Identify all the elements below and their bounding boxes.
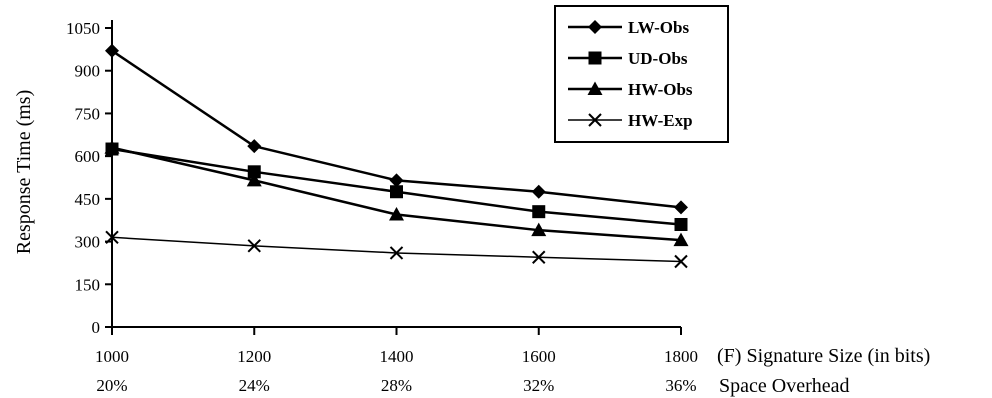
point-hw-exp-1800-stroke-b (674, 254, 688, 269)
point-ud-obs-1200 (247, 165, 261, 179)
point-hw-exp-1000 (105, 230, 119, 245)
point-hw-exp-1800 (674, 254, 688, 269)
y-tick-label-450: 450 (75, 190, 101, 209)
series-hw-obs (104, 140, 689, 247)
point-lw-obs-1000 (105, 43, 119, 58)
x-tick-label-1200: 1200 (237, 347, 271, 366)
point-hw-obs-1000 (104, 140, 120, 154)
legend-marker-hw-obs (587, 81, 603, 95)
y-tick-label-600: 600 (75, 147, 101, 166)
point-hw-exp-1600 (532, 250, 546, 264)
x-tick-label-1800: 1800 (664, 347, 698, 366)
point-lw-obs-1400 (389, 173, 404, 188)
series-line-hw-exp (111, 236, 682, 263)
x2-tick-label-1000: 20% (96, 376, 127, 395)
y-axis-title: Response Time (ms) (13, 90, 35, 254)
y-tick-label-300: 300 (75, 233, 101, 252)
point-hw-obs-1200 (246, 172, 262, 187)
legend-label-lw-obs: LW-Obs (628, 18, 689, 37)
point-hw-exp-1200 (247, 239, 261, 253)
legend-label-hw-obs: HW-Obs (628, 80, 693, 99)
point-lw-obs-1600 (531, 184, 546, 199)
y-tick-label-900: 900 (75, 62, 101, 81)
point-ud-obs-1400 (390, 185, 403, 199)
x2-tick-label-1600: 32% (523, 376, 554, 395)
legend-marker-hw-exp-stroke-b (588, 113, 602, 127)
legend-item-ud-obs: UD-Obs (568, 49, 688, 68)
point-ud-obs-1800 (674, 217, 688, 231)
x2-tick-label-1400: 28% (381, 376, 412, 395)
legend: LW-Obs UD-Obs HW-Obs HW-Exp (554, 5, 729, 143)
x-tick-label-1000: 1000 (95, 347, 129, 366)
point-hw-obs-1800 (673, 232, 689, 247)
x-tick-label-1400: 1400 (380, 347, 414, 366)
point-hw-obs-1400 (389, 207, 404, 221)
series-lw-obs (105, 43, 688, 215)
series-ud-obs (105, 142, 688, 231)
point-lw-obs-1200 (247, 139, 262, 154)
point-lw-obs-1800 (674, 200, 688, 215)
y-tick-label-0: 0 (92, 318, 101, 337)
legend-marker-lw-obs (588, 20, 602, 34)
x2-tick-label-1200: 24% (239, 376, 270, 395)
y-tick-label-150: 150 (75, 275, 101, 294)
x-tick-label-1600: 1600 (522, 347, 556, 366)
x-axis-title: (F) Signature Size (in bits) (717, 345, 930, 367)
point-hw-exp-1000-stroke-b (105, 230, 119, 245)
legend-label-hw-exp: HW-Exp (628, 111, 693, 130)
legend-marker-hw-exp (588, 113, 602, 127)
series-layer (104, 43, 689, 269)
legend-item-lw-obs: LW-Obs (568, 18, 689, 37)
point-hw-exp-1400 (389, 246, 404, 260)
point-hw-obs-1600 (531, 222, 547, 237)
point-hw-exp-1200-stroke-b (247, 239, 261, 253)
x2-tick-label-1800: 36% (665, 376, 696, 395)
point-hw-exp-1600-stroke-b (532, 250, 546, 264)
series-hw-exp (105, 230, 688, 269)
point-ud-obs-1600 (532, 205, 546, 219)
y-axis-ticks: 0 150 300 450 600 750 900 1050 (66, 19, 112, 337)
legend-marker-ud-obs (588, 51, 602, 65)
y-tick-label-1050: 1050 (66, 19, 100, 38)
legend-label-ud-obs: UD-Obs (628, 49, 688, 68)
legend-item-hw-exp: HW-Exp (568, 111, 693, 130)
legend-item-hw-obs: HW-Obs (568, 80, 693, 99)
x-axis-ticks: 1000 20% 1200 24% 1400 28% 1600 32% 1800 36% (95, 327, 698, 395)
y-tick-label-750: 750 (75, 104, 101, 123)
point-hw-exp-1400-stroke-b (389, 246, 404, 260)
x2-axis-title: Space Overhead (719, 375, 850, 397)
